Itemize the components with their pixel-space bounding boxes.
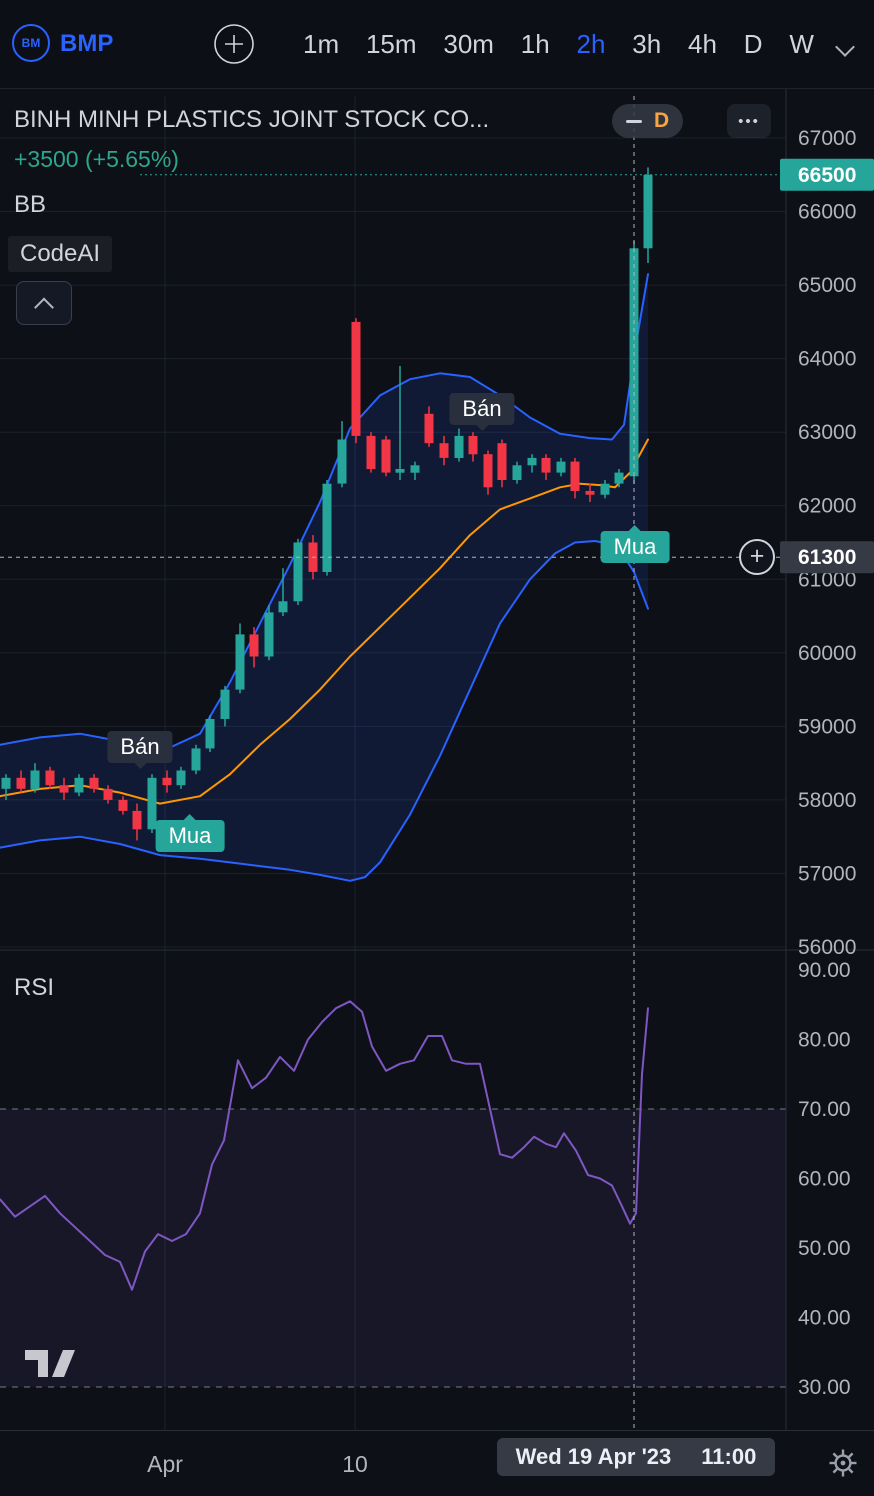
svg-text:90.00: 90.00: [798, 959, 851, 982]
svg-text:58000: 58000: [798, 789, 856, 812]
signal-buy-bubble: Mua: [155, 820, 225, 852]
price-change: +3500 (+5.65%): [14, 146, 179, 172]
svg-text:70.00: 70.00: [798, 1098, 851, 1121]
svg-text:66500: 66500: [798, 164, 856, 187]
svg-text:62000: 62000: [798, 495, 856, 518]
more-options-button[interactable]: •••: [727, 104, 771, 138]
svg-text:63000: 63000: [798, 421, 856, 444]
symbol-name[interactable]: BMP: [60, 30, 114, 57]
chevron-down-icon[interactable]: [835, 37, 855, 57]
svg-text:60.00: 60.00: [798, 1168, 851, 1191]
svg-text:50.00: 50.00: [798, 1237, 851, 1260]
time-axis[interactable]: Apr 10 Wed 19 Apr '23 11:00: [0, 1430, 874, 1496]
svg-text:60000: 60000: [798, 642, 856, 665]
plus-circle-icon: [214, 24, 254, 64]
svg-text:59000: 59000: [798, 715, 856, 738]
svg-text:80.00: 80.00: [798, 1029, 851, 1052]
svg-text:30.00: 30.00: [798, 1376, 851, 1399]
top-toolbar: BM BMP 1m 15m 30m 1h 2h 3h 4h D W: [0, 0, 874, 89]
signal-sell-bubble: Bán: [107, 731, 173, 763]
timeframe-4h[interactable]: 4h: [688, 28, 717, 59]
timeframe-1m[interactable]: 1m: [303, 28, 340, 59]
crosshair-time-chip: Wed 19 Apr '23 11:00: [497, 1438, 775, 1476]
svg-text:56000: 56000: [798, 936, 856, 959]
svg-text:66000: 66000: [798, 201, 856, 224]
hide-icon: [626, 119, 642, 123]
timeframe-1h[interactable]: 1h: [520, 28, 550, 59]
indicator-rsi-label[interactable]: RSI: [14, 974, 55, 1001]
crosshair-time: 11:00: [701, 1444, 757, 1469]
crosshair-date: Wed 19 Apr '23: [515, 1444, 672, 1469]
indicator-bb-label[interactable]: BB: [14, 191, 47, 218]
indicator-codeai-label[interactable]: CodeAI: [8, 236, 113, 272]
add-symbol-button[interactable]: [212, 22, 256, 66]
time-tick-Apr: Apr: [147, 1450, 183, 1477]
symbol-logo-icon: BM: [12, 24, 50, 62]
timeframe-3h[interactable]: 3h: [632, 28, 662, 59]
svg-text:64000: 64000: [798, 348, 856, 371]
svg-text:61300: 61300: [798, 546, 856, 569]
ellipsis-icon: •••: [738, 112, 760, 130]
collapse-legend-button[interactable]: [16, 281, 72, 325]
svg-text:61000: 61000: [798, 568, 856, 591]
svg-text:67000: 67000: [798, 127, 856, 150]
timeframe-W[interactable]: W: [789, 28, 814, 59]
legend-visibility-pill[interactable]: D: [612, 104, 684, 138]
settings-gear-icon[interactable]: [828, 1448, 858, 1483]
svg-text:65000: 65000: [798, 274, 856, 297]
svg-text:57000: 57000: [798, 862, 856, 885]
signal-sell-bubble: Bán: [449, 393, 515, 425]
timeframe-30m[interactable]: 30m: [443, 28, 494, 59]
signal-buy-bubble: Mua: [600, 531, 670, 563]
time-tick-10: 10: [342, 1450, 368, 1477]
symbol-logo-text: BM: [21, 36, 41, 50]
interval-badge: D: [654, 109, 670, 132]
chart-title[interactable]: BINH MINH PLASTICS JOINT STOCK CO...: [14, 106, 490, 133]
tradingview-logo[interactable]: [22, 1338, 78, 1384]
timeframe-D[interactable]: D: [743, 28, 763, 59]
chevron-up-icon: [34, 297, 54, 317]
timeframe-bar: 1m 15m 30m 1h 2h 3h 4h D W: [303, 0, 814, 88]
crosshair-plus-button[interactable]: +: [739, 539, 775, 575]
svg-text:40.00: 40.00: [798, 1307, 851, 1330]
timeframe-15m[interactable]: 15m: [365, 28, 417, 59]
timeframe-2h[interactable]: 2h: [576, 28, 606, 59]
